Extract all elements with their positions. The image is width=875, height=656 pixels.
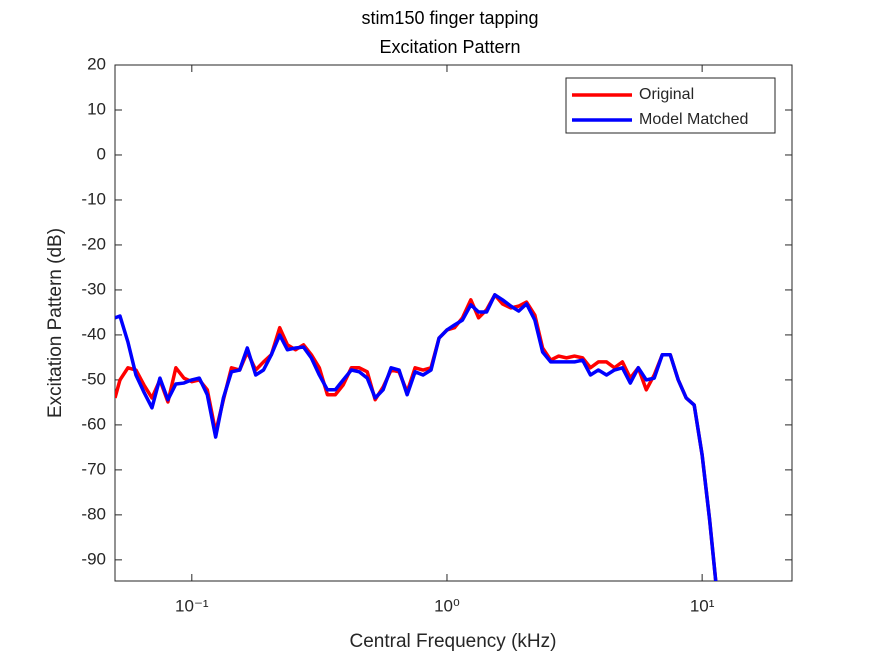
x-tick-label: 10⁰ [434,596,460,615]
y-tick-label: -20 [81,234,106,253]
y-tick-label: -60 [81,414,106,433]
plot-lines [115,293,718,581]
y-tick-label: -50 [81,369,106,388]
x-tick-label: 10¹ [690,596,715,615]
x-tick-label: 10⁻¹ [175,596,209,615]
chart-subtitle: Excitation Pattern [379,37,520,57]
legend-label: Original [639,86,694,103]
y-axis-label: Excitation Pattern (dB) [45,228,66,418]
chart-title: stim150 finger tapping [361,8,538,28]
y-tick-label: 20 [87,54,106,73]
y-tick-label: 10 [87,99,106,118]
legend-box [565,77,776,134]
y-tick-label: -70 [81,459,106,478]
y-tick-label: -10 [81,189,106,208]
x-axis-label: Central Frequency (kHz) [350,631,557,652]
y-tick-label: -40 [81,324,106,343]
y-tick-label: -80 [81,504,106,523]
y-tick-label: 0 [97,144,106,163]
y-tick-label: -90 [81,549,106,568]
series-line [115,293,718,581]
plot-area [114,64,793,582]
y-tick-label: -30 [81,279,106,298]
legend-label: Model Matched [639,111,748,128]
